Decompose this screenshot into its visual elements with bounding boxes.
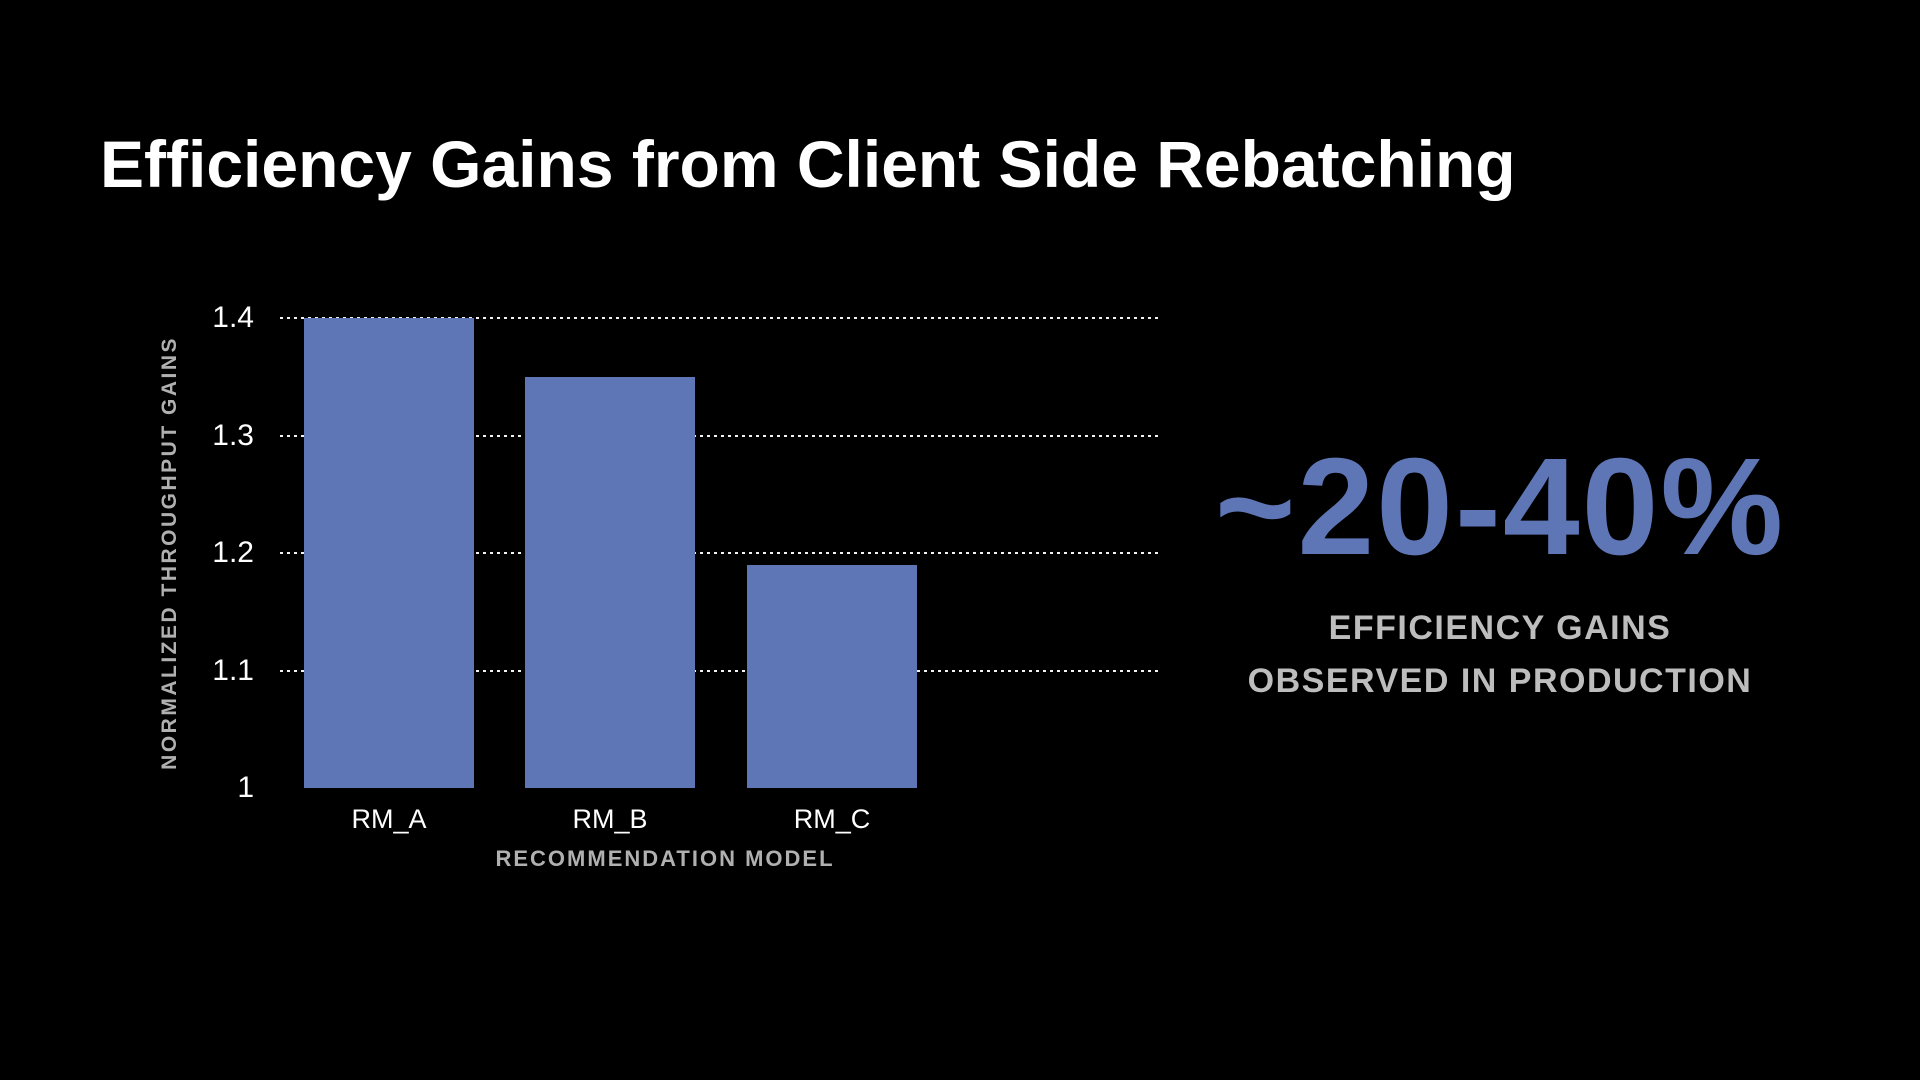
x-tick-label-rm_a: RM_A [351, 804, 427, 834]
bar-chart-plot-area: RM_A RM_B RM_C [280, 317, 1158, 834]
y-tick-label-1.2: 1.2 [212, 536, 254, 569]
x-tick-label-rm_b: RM_B [572, 804, 648, 834]
gridline-1.1 [280, 669, 1158, 672]
y-axis-tick-labels: 1 1.1 1.2 1.3 1.4 [120, 301, 254, 804]
y-tick-label-1: 1 [237, 771, 254, 804]
slide-title: Efficiency Gains from Client Side Rebatc… [100, 127, 1516, 202]
gridline-1.2 [280, 552, 1158, 554]
gridline-1.4 [280, 317, 1158, 319]
y-tick-label-1.4: 1.4 [212, 301, 254, 334]
bar-rm_a [304, 318, 474, 788]
callout-panel: ~20-40% EFFICIENCY GAINS OBSERVED IN PRO… [1150, 438, 1850, 707]
y-tick-label-1.3: 1.3 [212, 418, 254, 452]
bar-rm_b [525, 376, 695, 788]
callout-caption-line-2: OBSERVED IN PRODUCTION [1247, 661, 1753, 700]
callout-value: ~20-40% [1214, 430, 1786, 584]
bar-rm_c [747, 564, 917, 788]
callout-caption: EFFICIENCY GAINS OBSERVED IN PRODUCTION [1150, 602, 1850, 707]
gridline-1.3 [280, 434, 1158, 437]
x-axis-title: RECOMMENDATION MODEL [495, 846, 835, 871]
y-tick-label-1.1: 1.1 [212, 653, 254, 687]
x-tick-label-rm_c: RM_C [793, 804, 871, 834]
callout-caption-line-1: EFFICIENCY GAINS [1328, 609, 1672, 647]
